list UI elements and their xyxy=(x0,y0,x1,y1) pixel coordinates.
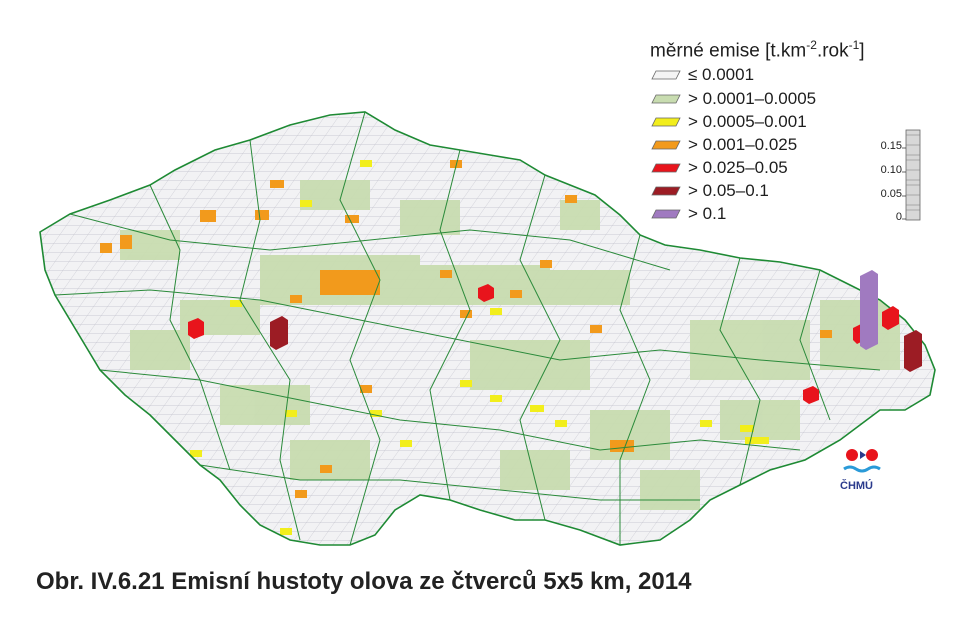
legend-title-mid: .rok xyxy=(816,40,849,62)
legend-item-5: > 0.025–0.05 xyxy=(688,157,788,179)
swatch-2 xyxy=(651,94,681,104)
legend-title-sup2: -1 xyxy=(848,38,860,52)
legend-title-sup1: -2 xyxy=(806,38,817,52)
scale-tick-1: 0.15 xyxy=(880,140,902,152)
emission-cells xyxy=(100,160,900,535)
legend-label-3: > 0.0005–0.001 xyxy=(688,112,807,131)
scale-tick-3: 0.05 xyxy=(880,188,902,200)
legend-title: měrné emise [t.km-2.rok-1] xyxy=(650,38,865,62)
swatch-3 xyxy=(651,117,681,127)
legend-swatches xyxy=(651,70,681,219)
bar-red-4 xyxy=(882,306,899,330)
figure-caption: Obr. IV.6.21 Emisní hustoty olova ze čtv… xyxy=(36,568,692,595)
bar-darkred-1 xyxy=(270,316,288,350)
legend-label-6: > 0.05–0.1 xyxy=(688,181,769,200)
swatch-7 xyxy=(651,209,681,219)
legend-item-4: > 0.001–0.025 xyxy=(688,134,797,156)
scale-tick-2: 0.10 xyxy=(880,164,902,176)
legend-item-7: > 0.1 xyxy=(688,203,726,225)
swatch-6 xyxy=(651,186,681,196)
district-borders xyxy=(54,111,881,546)
legend-label-2: > 0.0001–0.0005 xyxy=(688,89,817,108)
legend-item-3: > 0.0005–0.001 xyxy=(688,111,807,133)
legend-label-7: > 0.1 xyxy=(688,204,727,223)
chmu-logo xyxy=(843,449,881,473)
bar-red-3 xyxy=(803,386,819,404)
emission-bars xyxy=(188,270,922,404)
swatch-5 xyxy=(651,163,681,173)
legend-item-1: ≤ 0.0001 xyxy=(688,64,754,86)
swatch-4 xyxy=(651,140,681,150)
legend-label-4: > 0.001–0.025 xyxy=(688,135,798,154)
bar-purple-1 xyxy=(860,270,878,350)
legend-title-end: ] xyxy=(859,40,865,62)
legend-title-main: měrné emise [t.km xyxy=(650,40,807,62)
bar-darkred-2 xyxy=(904,330,922,372)
legend-label-5: > 0.025–0.05 xyxy=(688,158,788,177)
scale-tick-4: 0 xyxy=(895,211,902,223)
legend-item-2: > 0.0001–0.0005 xyxy=(688,88,816,110)
swatch-1 xyxy=(651,70,681,80)
legend-item-6: > 0.05–0.1 xyxy=(688,180,769,202)
scale-bar xyxy=(902,129,921,221)
bar-red-2 xyxy=(478,284,494,302)
bar-red-1 xyxy=(188,318,204,339)
legend-label-1: ≤ 0.0001 xyxy=(688,65,755,84)
chmu-logo-text: ČHMÚ xyxy=(840,480,873,492)
country-area xyxy=(39,111,936,546)
